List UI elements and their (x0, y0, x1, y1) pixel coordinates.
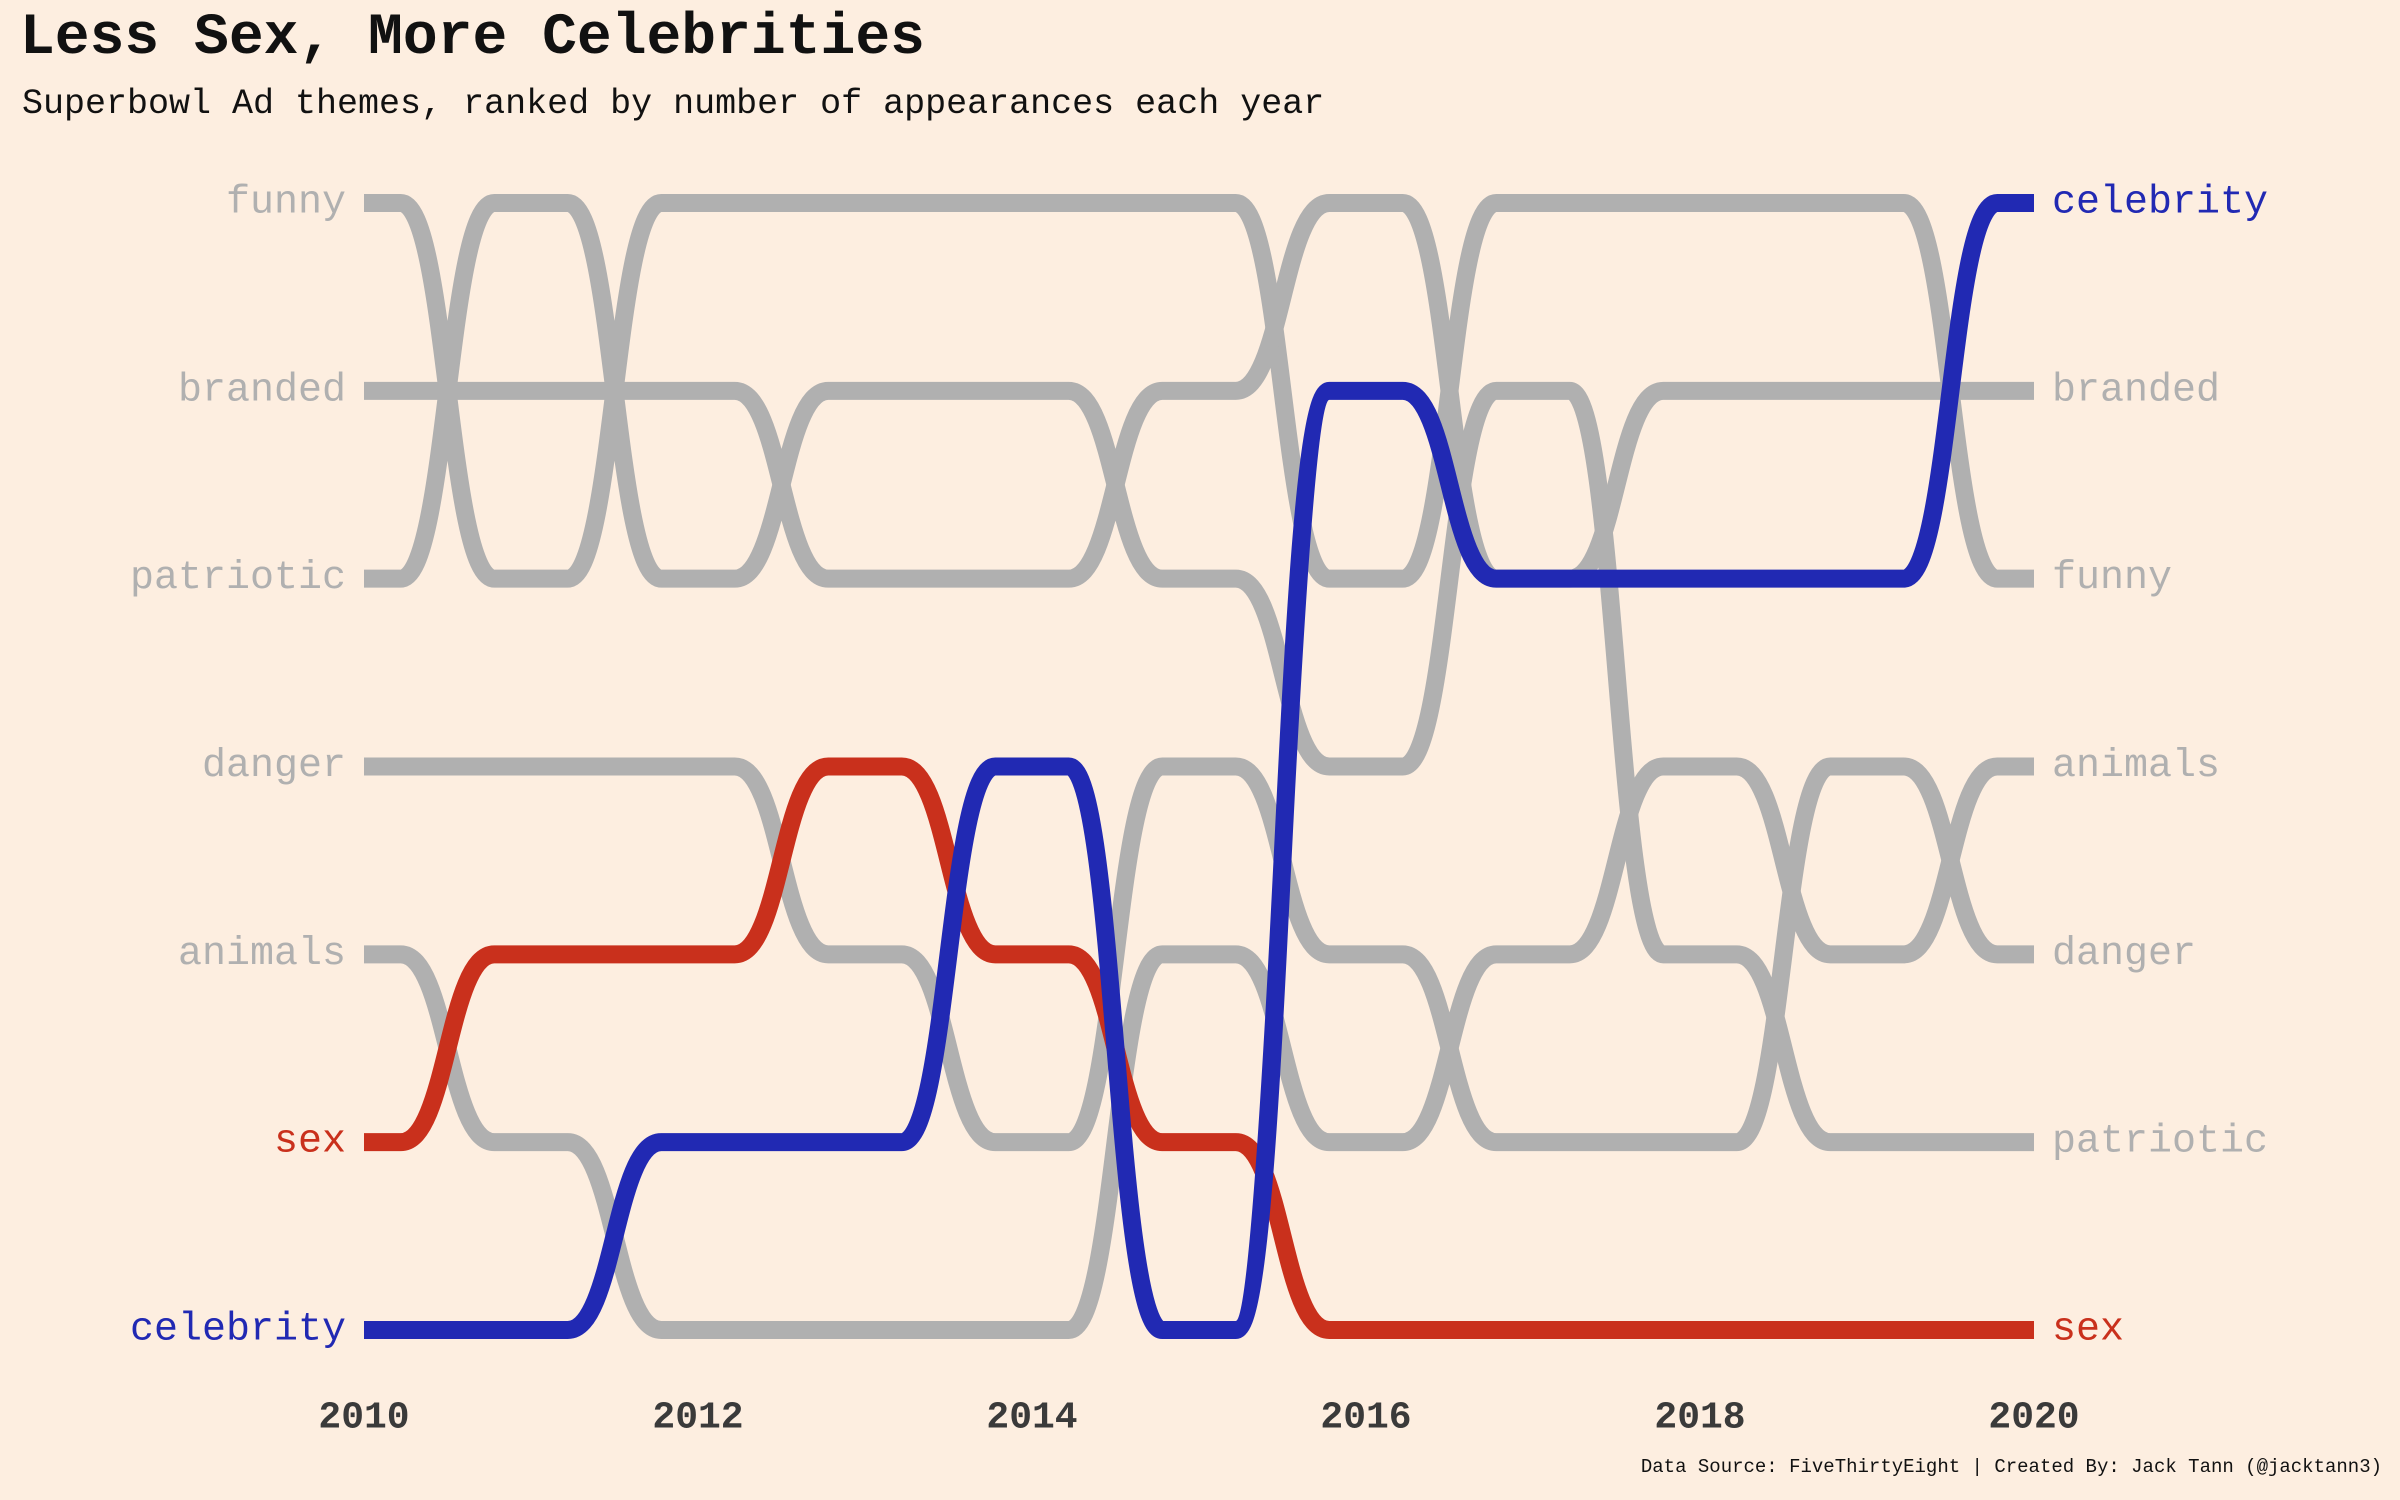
left-label-branded: branded (178, 368, 346, 413)
left-label-sex: sex (274, 1120, 346, 1165)
series-line-danger (364, 757, 2034, 1152)
series-line-funny (364, 193, 2034, 588)
right-label-sex: sex (2052, 1308, 2124, 1353)
series-line-celebrity (364, 194, 2034, 1340)
x-tick-label: 2016 (1320, 1397, 1411, 1440)
x-tick-label: 2010 (318, 1397, 409, 1440)
left-label-celebrity: celebrity (130, 1308, 346, 1353)
x-axis: 2010 2012 2014 2016 2018 2020 (318, 1397, 2079, 1440)
x-tick-label: 2020 (1988, 1397, 2079, 1440)
right-label-patriotic: patriotic (2052, 1120, 2268, 1165)
right-label-animals: animals (2052, 744, 2220, 789)
left-label-animals: animals (178, 932, 346, 977)
series-lines (364, 193, 2034, 1340)
data-source-caption: Data Source: FiveThirtyEight | Created B… (1640, 1456, 2382, 1478)
series-line-patriotic (364, 194, 2034, 1152)
right-label-danger: danger (2052, 932, 2196, 977)
right-label-branded: branded (2052, 368, 2220, 413)
x-tick-label: 2018 (1654, 1397, 1745, 1440)
series-line-branded (364, 194, 2034, 588)
x-tick-label: 2012 (652, 1397, 743, 1440)
right-label-celebrity: celebrity (2052, 181, 2268, 226)
series-labels: funny branded patriotic danger animals sex cel… (130, 181, 2268, 1353)
x-tick-label: 2014 (986, 1397, 1077, 1440)
left-label-patriotic: patriotic (130, 556, 346, 601)
left-label-danger: danger (202, 744, 346, 789)
chart-subtitle: Superbowl Ad themes, ranked by number of… (22, 84, 1325, 124)
series-line-animals (364, 757, 2034, 1340)
left-label-funny: funny (226, 181, 346, 226)
chart-title: Less Sex, More Celebrities (20, 6, 925, 71)
right-label-funny: funny (2052, 556, 2172, 601)
